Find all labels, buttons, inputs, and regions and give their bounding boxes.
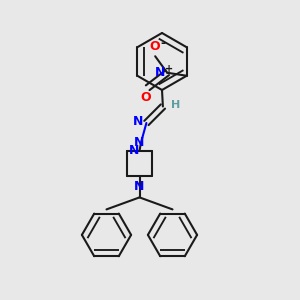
- Text: N: N: [129, 144, 140, 157]
- Text: -: -: [160, 37, 166, 50]
- Text: O: O: [150, 40, 160, 52]
- Text: N: N: [155, 66, 166, 79]
- Text: N: N: [132, 115, 143, 128]
- Text: N: N: [134, 180, 145, 193]
- Text: H: H: [171, 100, 181, 110]
- Text: +: +: [165, 64, 173, 74]
- Text: N: N: [134, 136, 145, 148]
- Text: O: O: [141, 91, 152, 104]
